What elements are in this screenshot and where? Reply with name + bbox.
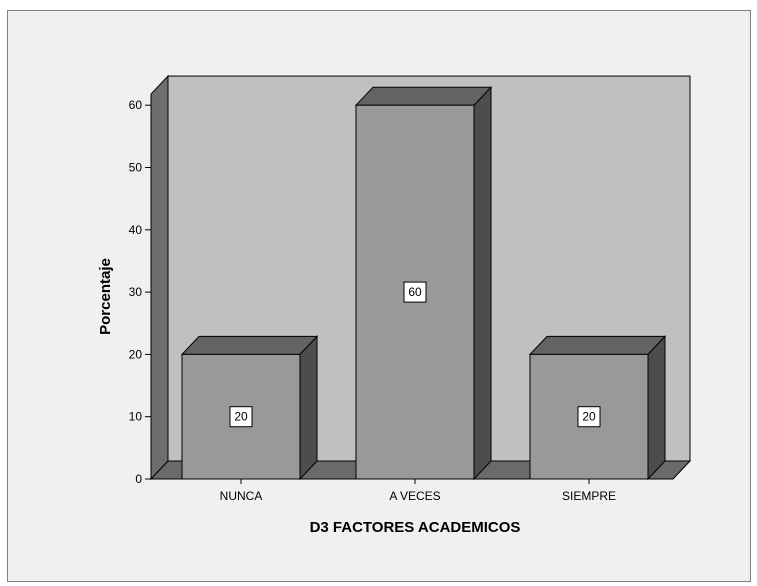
x-tick-label: A VECES (389, 489, 440, 503)
bar-top (180, 335, 319, 355)
x-tick-label: SIEMPRE (562, 489, 616, 503)
data-label: 20 (582, 410, 596, 424)
bar-side (473, 85, 492, 481)
bars (180, 85, 667, 481)
bar-side (647, 335, 666, 481)
y-tick-label: 10 (129, 410, 143, 424)
data-label: 20 (234, 410, 248, 424)
y-tick-label: 0 (135, 472, 142, 486)
y-tick-label: 30 (129, 285, 143, 299)
data-label-box (403, 281, 427, 303)
chart-frame: 0 10 20 30 40 50 60 NUNCA A VECES SIEMPRE 20 60 20 … (7, 10, 751, 582)
data-label-box (229, 406, 253, 428)
x-tick-label: NUNCA (220, 489, 263, 503)
y-tick-label: 60 (129, 98, 143, 112)
y-tick-label: 20 (129, 347, 143, 361)
data-label: 60 (408, 285, 422, 299)
bar (528, 335, 667, 481)
bar-side (299, 335, 318, 481)
y-tick-label: 40 (129, 223, 143, 237)
data-labels: 20 60 20 (229, 281, 601, 428)
bar-top (528, 335, 667, 355)
y-axis: 0 10 20 30 40 50 60 NUNCA A VECES SIEMPRE (129, 94, 616, 503)
y-axis-title: Porcentaje (97, 258, 114, 335)
y-tick-label: 50 (129, 161, 143, 175)
bar-top (354, 86, 493, 106)
left-wall (150, 74, 169, 481)
data-label-box (577, 406, 601, 428)
x-axis-title: D3 FACTORES ACADEMICOS (310, 519, 521, 536)
